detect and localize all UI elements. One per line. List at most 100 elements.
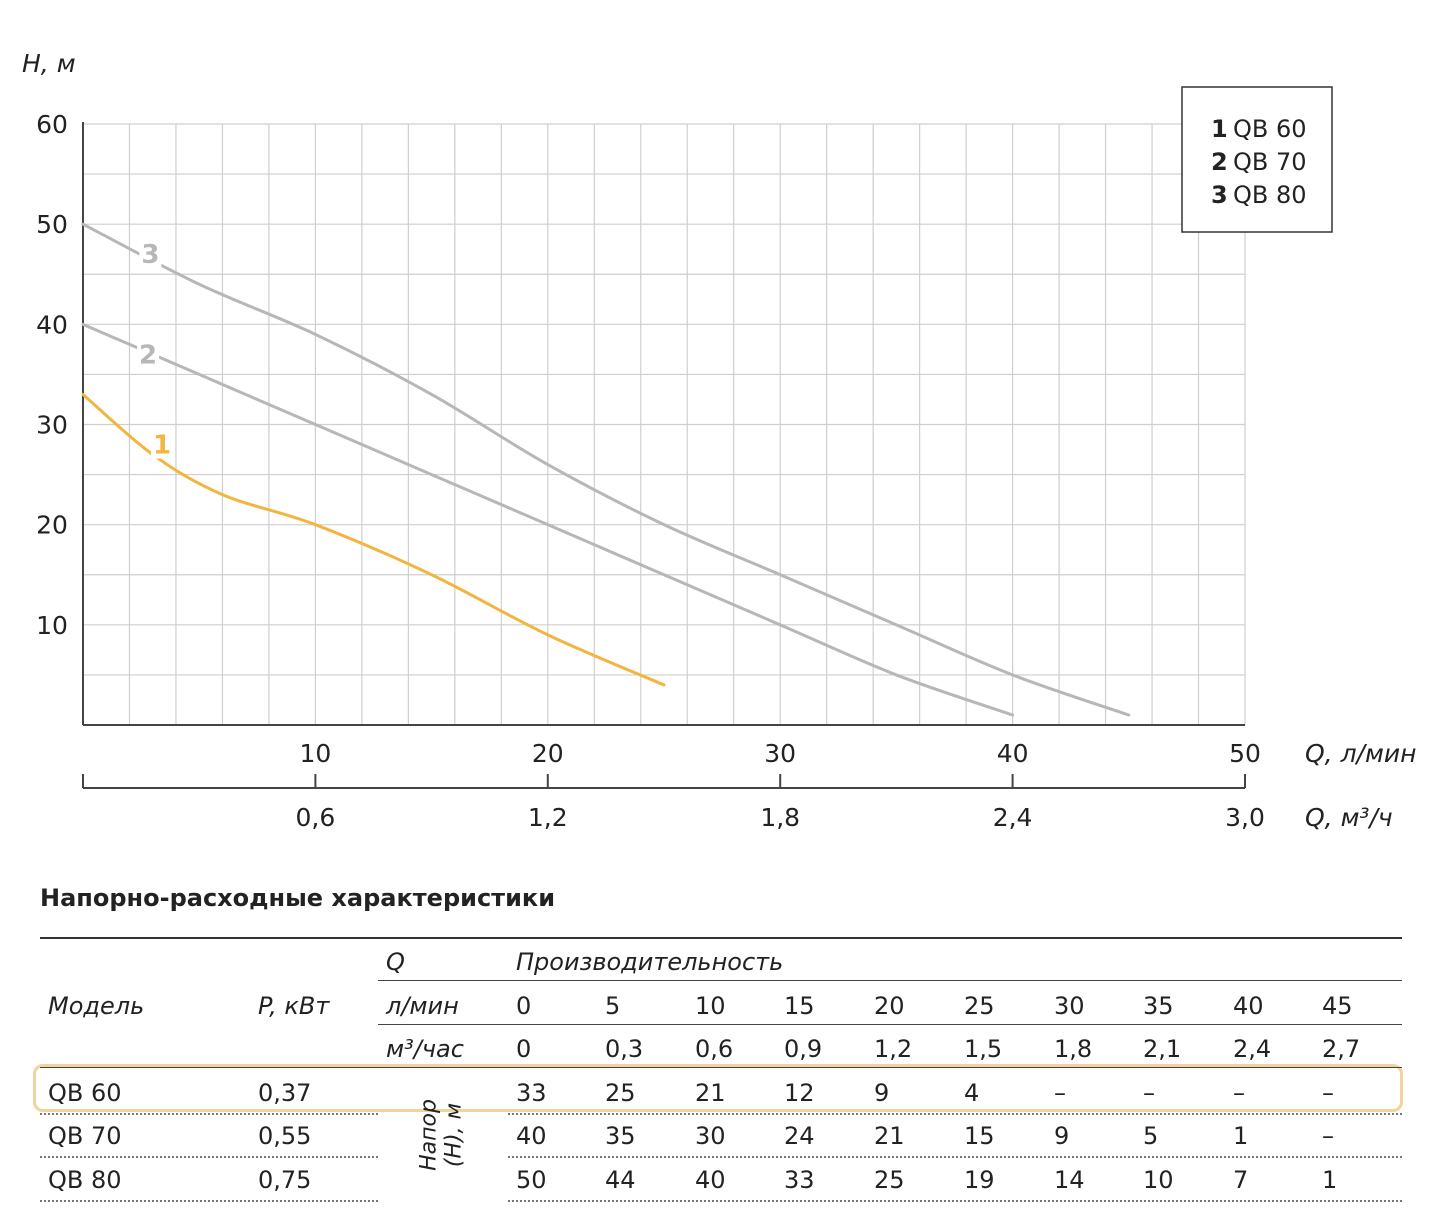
- row-divider: [508, 1113, 1402, 1115]
- x-tick-label: 40: [997, 739, 1029, 768]
- x-axis-label-primary: Q, л/мин: [1305, 739, 1416, 768]
- m3-value: 2,4: [1233, 1035, 1272, 1063]
- legend-number: 2: [1211, 148, 1228, 176]
- chart-axes: [82, 122, 1246, 789]
- series-number-label: 2: [139, 340, 157, 370]
- m3-value: 1,2: [874, 1035, 913, 1063]
- header-rule: [378, 980, 1402, 981]
- head-value-cell: –: [1322, 1079, 1334, 1107]
- series-number-label: 1: [153, 431, 171, 461]
- legend-entry: QB 80: [1233, 181, 1307, 209]
- x-tick-label: 10: [299, 739, 331, 768]
- head-label: Напор (H), м: [417, 1099, 468, 1171]
- model-cell: QB 80: [48, 1166, 122, 1194]
- head-value-cell: 9: [1054, 1122, 1070, 1150]
- series-number-label: 3: [141, 240, 159, 270]
- model-cell: QB 70: [48, 1122, 122, 1150]
- lmin-value: 30: [1054, 992, 1085, 1020]
- lmin-value: 45: [1322, 992, 1353, 1020]
- performance-header: Производительность: [516, 948, 784, 976]
- y-tick-label: 40: [36, 310, 68, 339]
- head-value-cell: 25: [605, 1079, 636, 1107]
- m3-value: 1,5: [964, 1035, 1003, 1063]
- legend-number: 3: [1211, 181, 1228, 209]
- head-value-cell: 30: [695, 1122, 726, 1150]
- power-cell: 0,75: [258, 1166, 312, 1194]
- x2-tick-label: 0,6: [296, 803, 336, 832]
- header-rule: [378, 1024, 1402, 1025]
- row-divider: [40, 1200, 378, 1202]
- row-divider: [508, 1200, 1402, 1202]
- head-value-cell: 1: [1233, 1122, 1249, 1150]
- chart-curves: [81, 222, 1131, 717]
- legend-entry: QB 60: [1233, 115, 1307, 143]
- m3-value: 0: [516, 1035, 532, 1063]
- x-axis-label-secondary: Q, м³/ч: [1305, 803, 1393, 832]
- legend-entry: QB 70: [1233, 148, 1307, 176]
- header-bottom-rule: [40, 1067, 1402, 1068]
- m3-value: 0,9: [784, 1035, 823, 1063]
- head-value-cell: –: [1233, 1079, 1245, 1107]
- head-label-line1: Напор: [416, 1099, 442, 1171]
- x-tick-label: 50: [1229, 739, 1261, 768]
- y-tick-label: 10: [36, 611, 68, 640]
- m3-value: 0,6: [695, 1035, 734, 1063]
- x2-tick-label: 1,2: [528, 803, 568, 832]
- row-divider: [40, 1113, 378, 1115]
- lmin-value: 5: [605, 992, 621, 1020]
- lmin-value: 10: [695, 992, 726, 1020]
- head-value-cell: 1: [1322, 1166, 1338, 1194]
- head-value-cell: 50: [516, 1166, 547, 1194]
- chart-labels: 10 20 30 40 50 60 H, м 10 20 30 40 50 Q, л/мин 0,6 1,2…: [22, 49, 1416, 832]
- y-tick-label: 30: [36, 411, 68, 440]
- head-value-cell: 21: [874, 1122, 905, 1150]
- head-value-cell: 40: [695, 1166, 726, 1194]
- head-value-cell: 35: [605, 1122, 636, 1150]
- y-tick-label: 20: [36, 511, 68, 540]
- head-value-cell: 4: [964, 1079, 980, 1107]
- model-header: Модель: [48, 992, 145, 1020]
- head-value-cell: 40: [516, 1122, 547, 1150]
- y-tick-label: 50: [36, 210, 68, 239]
- lmin-value: 0: [516, 992, 532, 1020]
- head-value-cell: 9: [874, 1079, 890, 1107]
- head-value-cell: 14: [1054, 1166, 1085, 1194]
- pump-curve-chart: 10 20 30 40 50 60 H, м 10 20 30 40 50 Q, л/мин 0,6 1,2…: [22, 49, 1416, 832]
- lmin-value: 20: [874, 992, 905, 1020]
- head-label-line2: (H), м: [442, 1102, 467, 1168]
- head-value-cell: 15: [964, 1122, 995, 1150]
- m3-header: м³/час: [386, 1035, 464, 1063]
- head-value-cell: 19: [964, 1166, 995, 1194]
- x-tick-label: 20: [532, 739, 564, 768]
- x2-tick-label: 3,0: [1225, 803, 1265, 832]
- series-line-2: [81, 322, 1015, 717]
- m3-value: 2,7: [1322, 1035, 1361, 1063]
- row-highlight: [33, 1064, 1403, 1112]
- m3-value: 2,1: [1143, 1035, 1182, 1063]
- series-label-bg: [137, 338, 160, 369]
- q-header: Q: [386, 948, 405, 976]
- row-divider: [508, 1156, 1402, 1158]
- head-value-cell: 33: [784, 1166, 815, 1194]
- head-value-cell: –: [1143, 1079, 1155, 1107]
- head-value-cell: 7: [1233, 1166, 1249, 1194]
- series-label-bg: [151, 428, 174, 459]
- chart-grid: [83, 123, 1246, 725]
- head-value-cell: 10: [1143, 1166, 1174, 1194]
- table-title: Напорно-расходные характеристики: [40, 884, 556, 912]
- power-cell: 0,55: [258, 1122, 312, 1150]
- head-value-cell: 21: [695, 1079, 726, 1107]
- series-line-3: [81, 222, 1131, 717]
- head-value-cell: 12: [784, 1079, 815, 1107]
- lmin-value: 40: [1233, 992, 1264, 1020]
- x2-tick-label: 2,4: [993, 803, 1033, 832]
- head-value-cell: –: [1054, 1079, 1066, 1107]
- x-tick-label: 30: [764, 739, 796, 768]
- head-value-cell: –: [1322, 1122, 1334, 1150]
- head-value-cell: 44: [605, 1166, 636, 1194]
- head-value-cell: 33: [516, 1079, 547, 1107]
- row-divider: [40, 1156, 378, 1158]
- chart-legend: 1 QB 602 QB 703 QB 80: [1181, 86, 1333, 233]
- head-value-cell: 25: [874, 1166, 905, 1194]
- head-value-cell: 24: [784, 1122, 815, 1150]
